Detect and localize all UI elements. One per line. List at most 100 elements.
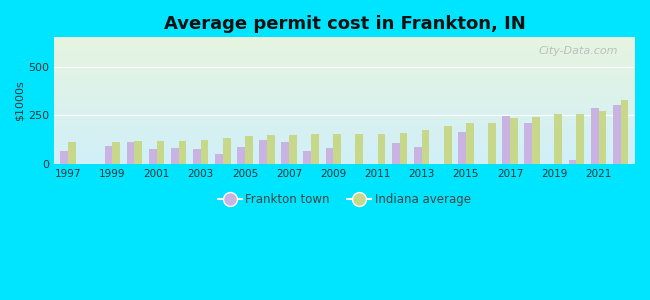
Bar (54, 121, 635, 122)
Bar (54, 162, 635, 163)
Bar (54, 85, 635, 86)
Bar (54, 153, 635, 154)
Bar (378, 134, 385, 164)
Bar (54, 163, 635, 164)
Bar (392, 143, 400, 164)
Bar (356, 134, 363, 164)
Bar (54, 61, 635, 62)
Bar (54, 103, 635, 104)
Bar (54, 78, 635, 79)
Bar (525, 123, 532, 164)
Bar (54, 87, 635, 88)
Bar (54, 154, 635, 155)
Bar (554, 114, 562, 164)
Bar (54, 133, 635, 134)
Bar (54, 160, 635, 161)
Bar (54, 38, 635, 39)
Bar (54, 69, 635, 70)
Bar (54, 156, 635, 157)
Bar (54, 63, 635, 64)
Bar (54, 144, 635, 145)
Bar (466, 123, 474, 164)
Bar (311, 134, 319, 164)
Bar (54, 100, 635, 101)
Bar (510, 118, 518, 164)
Bar (54, 142, 635, 143)
Bar (54, 75, 635, 76)
Bar (532, 117, 540, 164)
Legend: Frankton town, Indiana average: Frankton town, Indiana average (213, 189, 475, 211)
Bar (54, 81, 635, 82)
Bar (54, 86, 635, 87)
Bar (215, 154, 223, 164)
Bar (54, 92, 635, 93)
Bar (54, 106, 635, 107)
Bar (54, 56, 635, 57)
Bar (54, 50, 635, 51)
Bar (245, 136, 253, 164)
Bar (54, 138, 635, 139)
Bar (54, 115, 635, 116)
Bar (54, 117, 635, 118)
Bar (414, 147, 422, 164)
Bar (54, 128, 635, 129)
Bar (54, 150, 635, 151)
Bar (54, 98, 635, 99)
Bar (54, 148, 635, 149)
Text: City-Data.com: City-Data.com (538, 46, 617, 56)
Bar (54, 41, 635, 42)
Bar (54, 48, 635, 49)
Bar (54, 146, 635, 147)
Bar (54, 83, 635, 84)
Bar (54, 39, 635, 40)
Bar (54, 51, 635, 52)
Bar (201, 140, 209, 164)
Bar (621, 100, 629, 164)
Bar (68, 142, 76, 164)
Bar (54, 161, 635, 162)
Bar (54, 145, 635, 146)
Bar (54, 157, 635, 158)
Bar (54, 141, 635, 142)
Bar (54, 43, 635, 44)
Bar (502, 116, 510, 164)
Bar (54, 134, 635, 135)
Bar (54, 58, 635, 59)
Bar (400, 133, 408, 164)
Bar (54, 147, 635, 148)
Bar (54, 127, 635, 128)
Bar (54, 95, 635, 96)
Bar (54, 136, 635, 137)
Bar (54, 116, 635, 117)
Bar (54, 135, 635, 136)
Bar (54, 110, 635, 111)
Bar (54, 158, 635, 159)
Bar (157, 142, 164, 164)
Bar (54, 151, 635, 152)
Bar (54, 94, 635, 95)
Bar (127, 142, 135, 164)
Bar (54, 93, 635, 94)
Bar (54, 120, 635, 121)
Bar (54, 46, 635, 47)
Bar (54, 107, 635, 108)
Bar (54, 124, 635, 125)
Bar (54, 152, 635, 153)
Bar (54, 126, 635, 127)
Bar (488, 123, 496, 164)
Bar (54, 40, 635, 41)
Bar (54, 90, 635, 91)
Bar (54, 84, 635, 85)
Bar (54, 96, 635, 97)
Bar (54, 42, 635, 43)
Bar (54, 49, 635, 50)
Bar (54, 139, 635, 140)
Bar (54, 57, 635, 58)
Bar (54, 130, 635, 131)
Bar (289, 135, 297, 164)
Bar (54, 80, 635, 81)
Bar (112, 142, 120, 164)
Bar (60, 151, 68, 164)
Bar (105, 146, 112, 164)
Bar (54, 55, 635, 56)
